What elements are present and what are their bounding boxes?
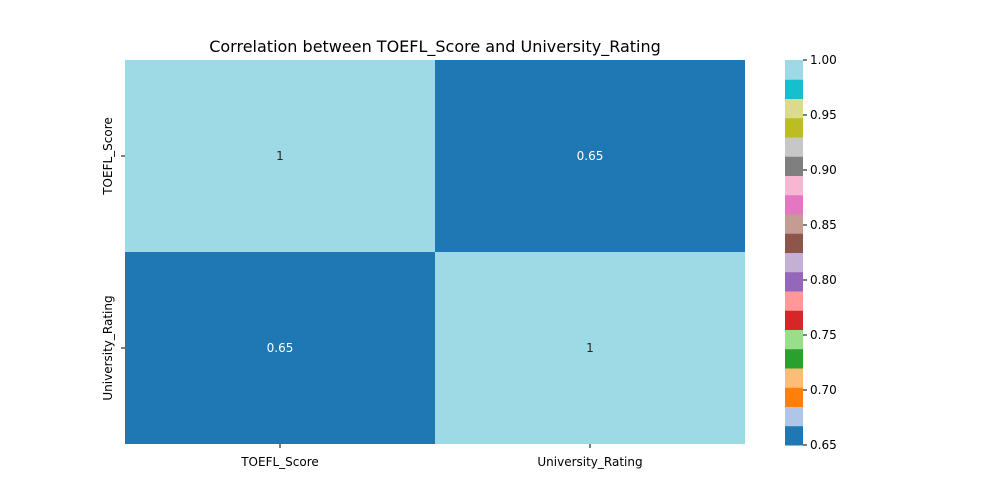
colorbar-tick-label: 0.85 — [810, 218, 837, 232]
colorbar-segment — [785, 79, 803, 99]
colorbar-segment — [785, 252, 803, 273]
heatmap-cells: 1 0.65 0.65 1 — [125, 60, 745, 444]
colorbar-tick-label: 0.70 — [810, 383, 837, 397]
colorbar-segment — [785, 175, 803, 196]
cell-label: 0.65 — [577, 149, 604, 163]
y-tick-label: TOEFL_Score — [101, 117, 115, 196]
heatmap-cell — [125, 252, 435, 444]
colorbar-tick-label: 1.00 — [810, 53, 837, 67]
colorbar-segment — [785, 60, 803, 80]
colorbar-segment — [785, 406, 803, 427]
colorbar-tick-label: 0.75 — [810, 328, 837, 342]
x-axis-ticks: TOEFL_Score University_Rating — [240, 444, 643, 469]
colorbar-segment — [785, 98, 803, 119]
cell-label: 0.65 — [267, 341, 294, 355]
colorbar-tick-label: 0.95 — [810, 108, 837, 122]
colorbar: 0.65 0.70 0.75 0.80 0.85 0.90 0.95 1.00 — [785, 53, 837, 452]
heatmap-cell — [435, 60, 745, 252]
colorbar-segment — [785, 271, 803, 292]
colorbar-tick-label: 0.90 — [810, 163, 837, 177]
colorbar-segment — [785, 233, 803, 253]
colorbar-segment — [785, 368, 803, 388]
heatmap-cell — [125, 60, 435, 252]
colorbar-segment — [785, 137, 803, 157]
colorbar-tick-label: 0.65 — [810, 438, 837, 452]
colorbar-tick-label: 0.80 — [810, 273, 837, 287]
colorbar-segment — [785, 329, 803, 350]
colorbar-segment — [785, 348, 803, 369]
colorbar-segment — [785, 425, 803, 446]
colorbar-segment — [785, 117, 803, 138]
y-axis-ticks: TOEFL_Score University_Rating — [101, 117, 125, 401]
x-tick-label: TOEFL_Score — [240, 455, 319, 469]
cell-label: 1 — [276, 149, 284, 163]
colorbar-segment — [785, 214, 803, 234]
cell-label: 1 — [586, 341, 594, 355]
colorbar-segment — [785, 291, 803, 311]
colorbar-segment — [785, 156, 803, 176]
y-tick-label: University_Rating — [101, 295, 115, 400]
colorbar-segment — [785, 387, 803, 407]
colorbar-segment — [785, 310, 803, 330]
x-tick-label: University_Rating — [537, 455, 642, 469]
heatmap-cell — [435, 252, 745, 444]
colorbar-segment — [785, 194, 803, 215]
chart-title: Correlation between TOEFL_Score and Univ… — [209, 37, 661, 57]
